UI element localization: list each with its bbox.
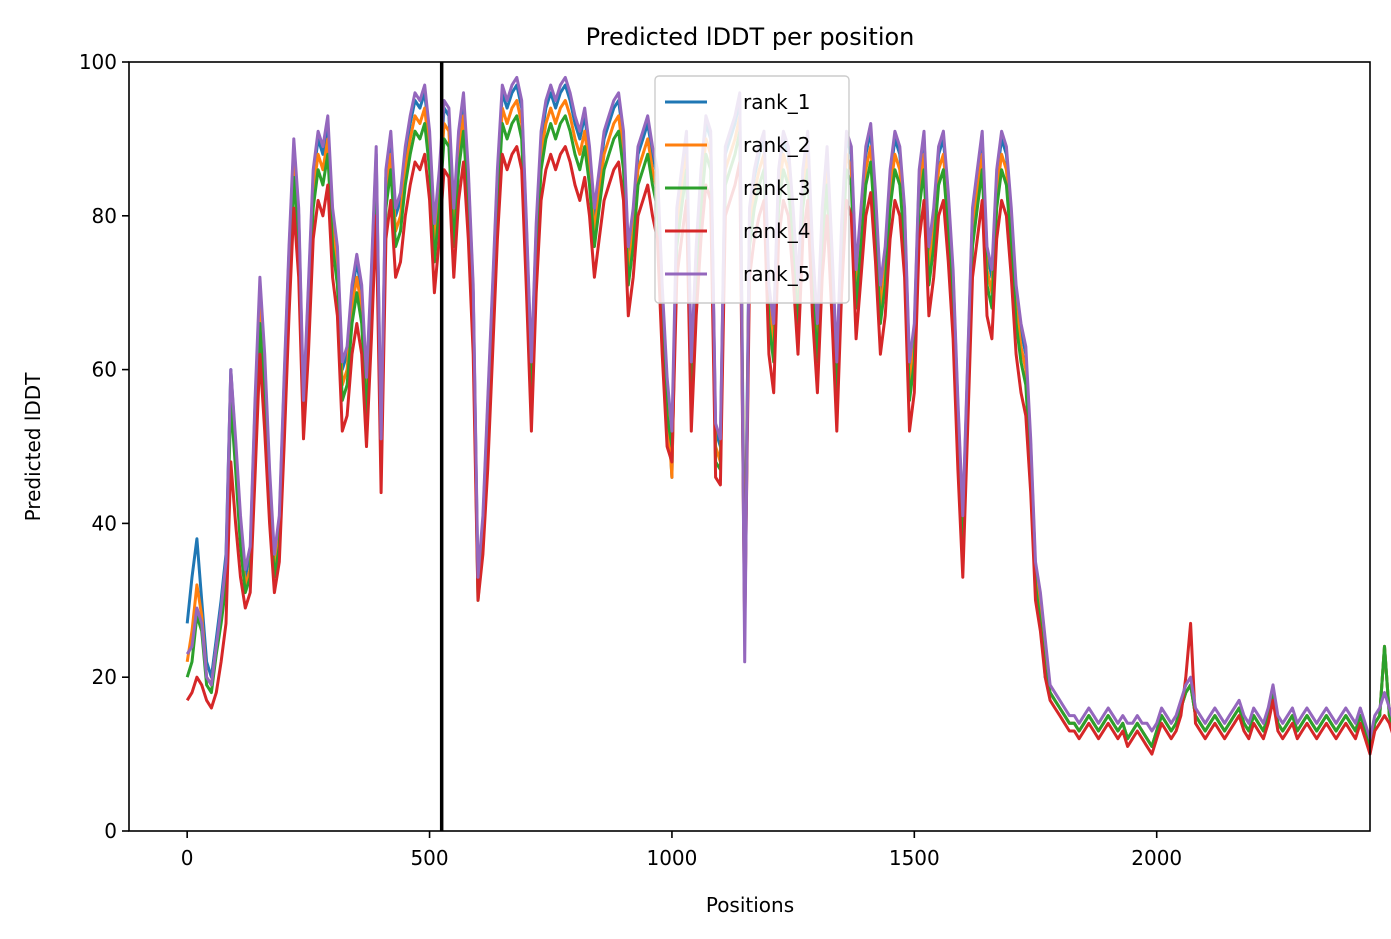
legend-label: rank_5 bbox=[743, 262, 810, 286]
y-tick-label: 40 bbox=[92, 511, 117, 535]
series-line-rank-5 bbox=[185, 75, 1391, 741]
y-tick-label: 100 bbox=[79, 50, 117, 74]
x-axis-label: Positions bbox=[706, 893, 794, 917]
y-axis: 0 20 40 60 80 100 bbox=[79, 50, 129, 843]
chart-title: Predicted lDDT per position bbox=[586, 23, 915, 51]
legend: rank_1 rank_2 rank_3 rank_4 rank_5 bbox=[654, 75, 850, 304]
y-tick-label: 0 bbox=[104, 819, 117, 843]
x-tick-label: 2000 bbox=[1131, 846, 1182, 870]
y-tick-label: 20 bbox=[92, 665, 117, 689]
x-tick-label: 0 bbox=[181, 846, 194, 870]
x-tick-label: 1500 bbox=[889, 846, 940, 870]
legend-label: rank_3 bbox=[743, 176, 810, 200]
x-tick-label: 1000 bbox=[646, 846, 697, 870]
plot-frame bbox=[128, 61, 1371, 832]
series-line-rank-4 bbox=[185, 145, 1391, 756]
y-tick-label: 80 bbox=[92, 204, 117, 228]
y-axis-label: Predicted lDDT bbox=[21, 372, 45, 522]
legend-label: rank_4 bbox=[743, 219, 810, 243]
legend-label: rank_2 bbox=[743, 133, 810, 157]
legend-label: rank_1 bbox=[743, 90, 810, 114]
series-line-rank-3 bbox=[185, 114, 1391, 748]
y-tick-label: 60 bbox=[92, 358, 117, 382]
x-tick-label: 500 bbox=[410, 846, 448, 870]
legend-box bbox=[654, 75, 850, 304]
series-group bbox=[185, 75, 1391, 756]
x-axis: 0 500 1000 1500 2000 bbox=[181, 831, 1182, 870]
